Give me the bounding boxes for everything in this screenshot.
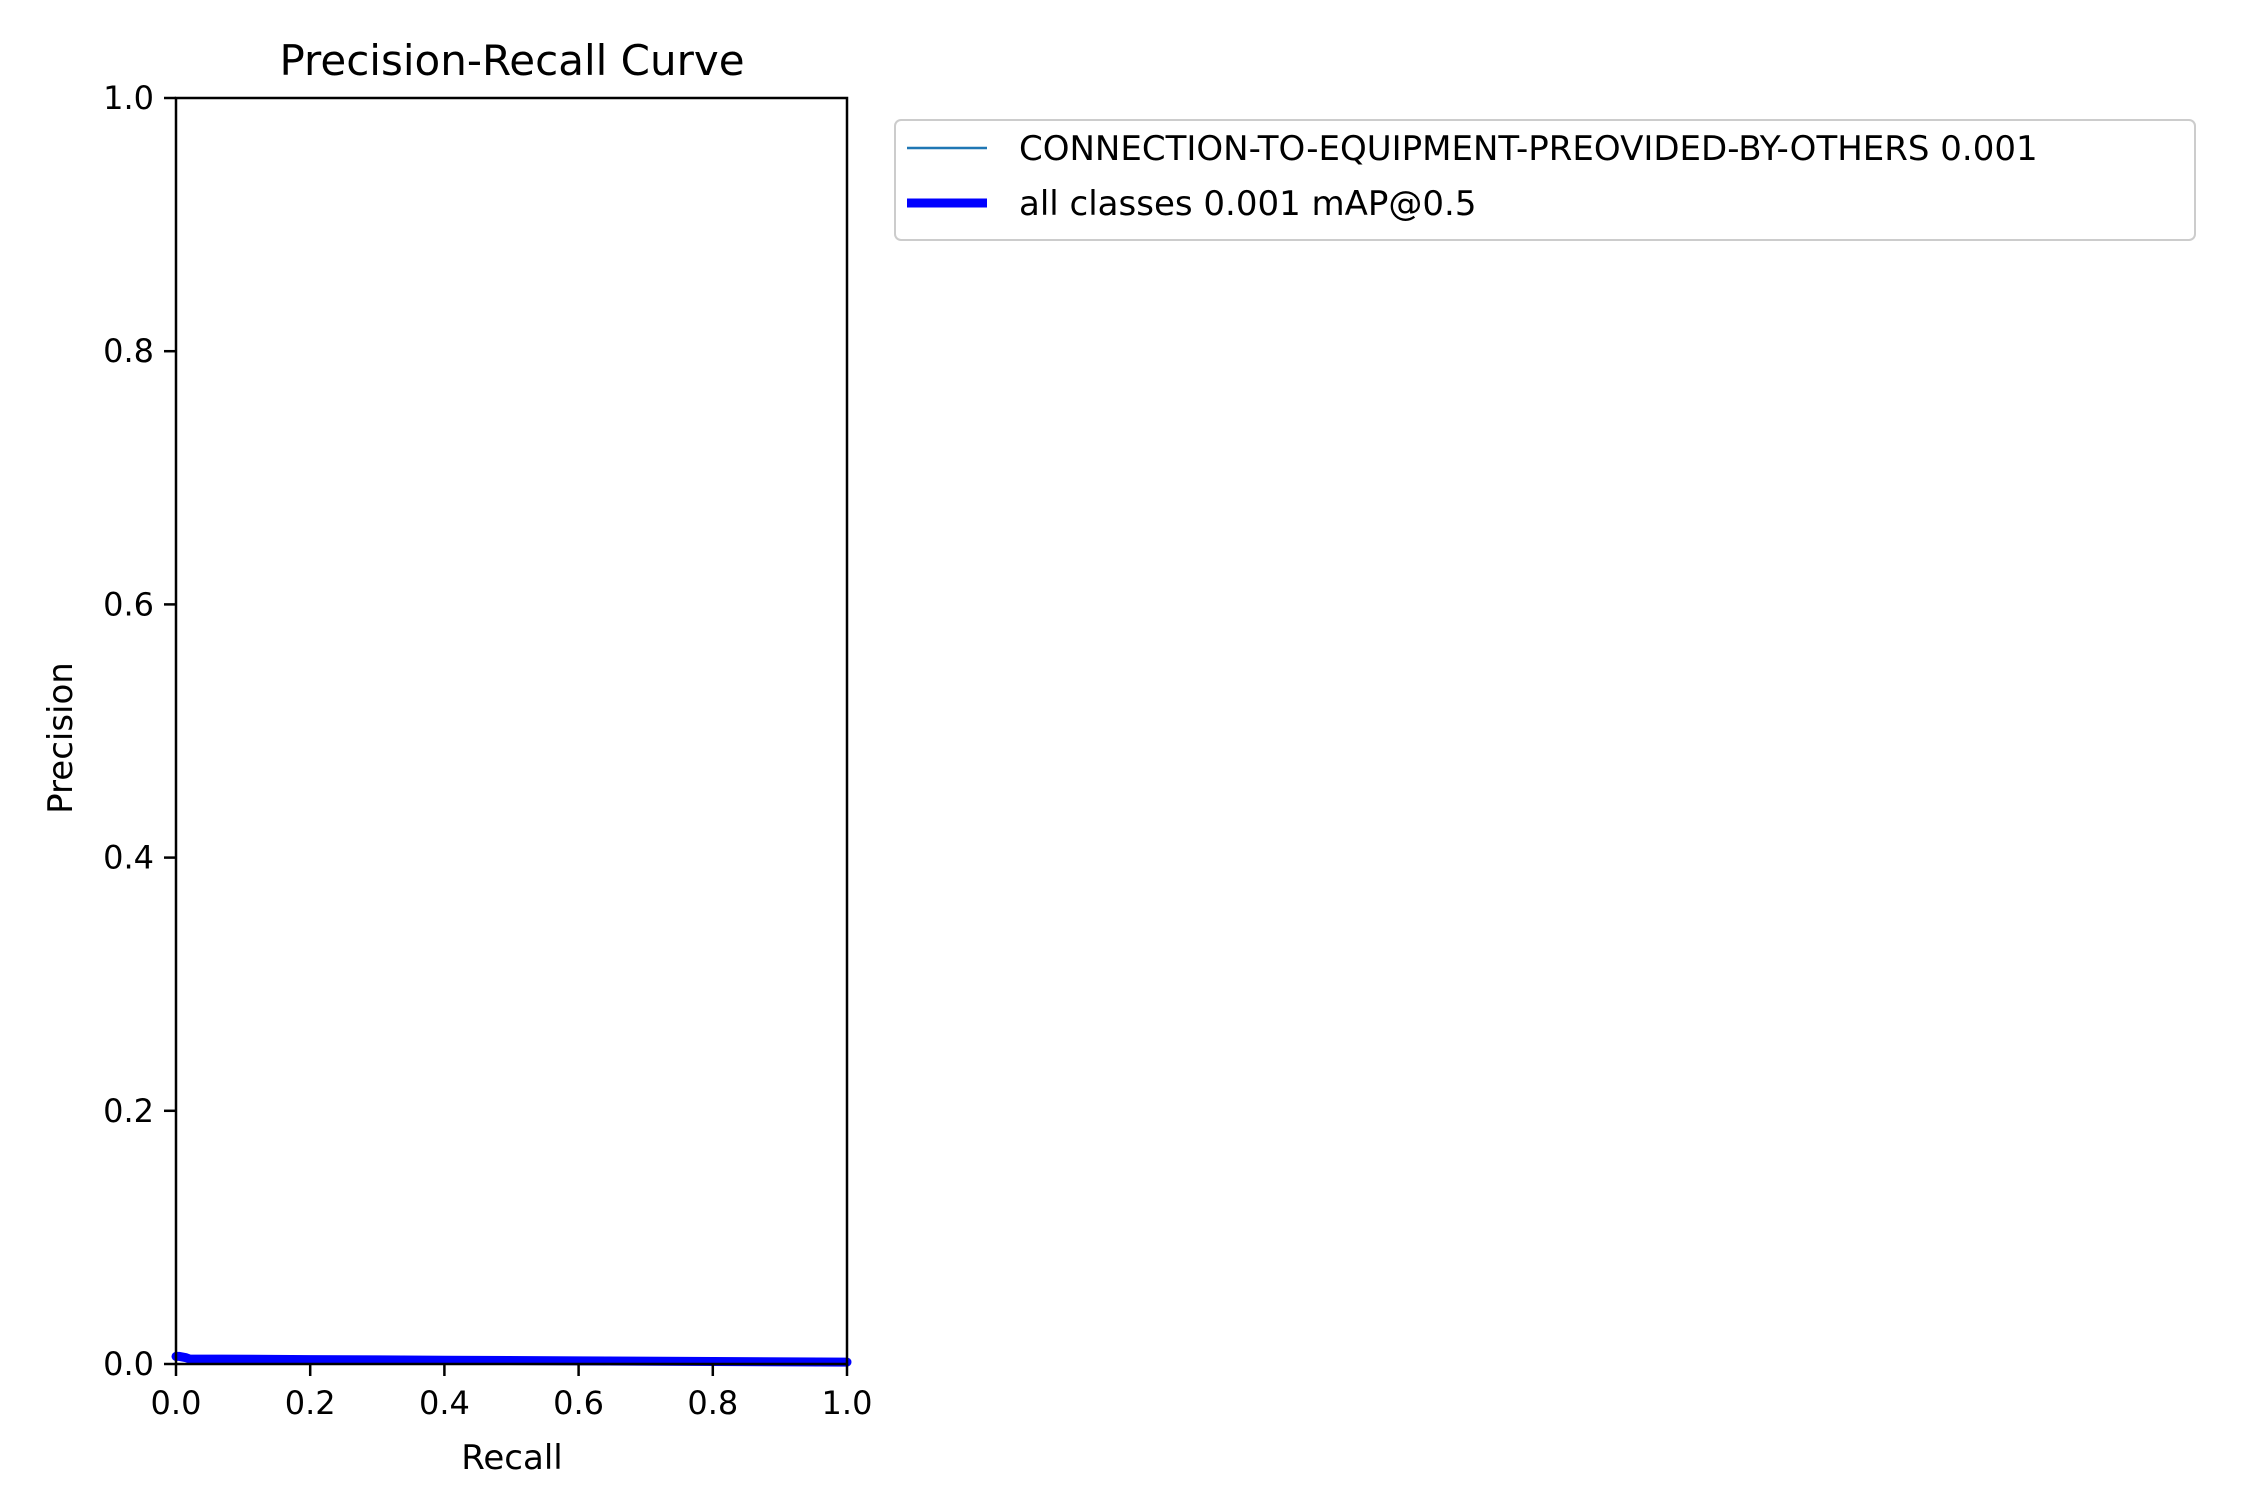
- y-tick-label: 0.6: [103, 585, 154, 623]
- x-tick-label: 0.2: [285, 1384, 336, 1422]
- x-tick-label: 1.0: [822, 1384, 873, 1422]
- legend-label-series-0: CONNECTION-TO-EQUIPMENT-PREOVIDED-BY-OTH…: [1019, 129, 2038, 169]
- legend-box: [894, 119, 2196, 241]
- x-axis-label: Recall: [461, 1438, 562, 1478]
- series-line-1: [171, 1351, 852, 1367]
- x-tick-label: 0.0: [151, 1384, 202, 1422]
- x-tick-label: 0.6: [553, 1384, 604, 1422]
- legend-label-series-1: all classes 0.001 mAP@0.5: [1019, 184, 1476, 224]
- y-tick-label: 0.0: [103, 1345, 154, 1383]
- x-tick-label: 0.8: [687, 1384, 738, 1422]
- y-tick-label: 0.2: [103, 1092, 154, 1130]
- y-tick-label: 0.8: [103, 332, 154, 370]
- plot-area: [171, 1351, 852, 1367]
- y-tick-label: 1.0: [103, 79, 154, 117]
- x-axis-ticks: 0.0 0.2 0.4 0.6 0.8 1.0: [151, 1364, 873, 1422]
- y-tick-label: 0.4: [103, 839, 154, 877]
- y-axis-ticks: 0.0 0.2 0.4 0.6 0.8 1.0: [103, 79, 176, 1383]
- legend: CONNECTION-TO-EQUIPMENT-PREOVIDED-BY-OTH…: [894, 119, 2196, 241]
- plot-frame: [174, 96, 849, 1366]
- y-axis-label: Precision: [41, 662, 81, 814]
- chart-title: Precision-Recall Curve: [279, 36, 744, 85]
- x-tick-label: 0.4: [419, 1384, 470, 1422]
